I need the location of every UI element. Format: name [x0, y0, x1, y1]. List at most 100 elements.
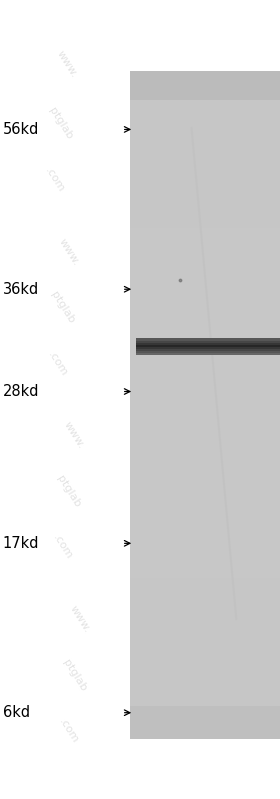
Bar — [130, 71, 280, 78]
Bar — [130, 516, 280, 523]
Bar — [136, 344, 280, 347]
Bar — [130, 655, 280, 662]
Bar — [130, 505, 280, 511]
Bar — [130, 93, 280, 100]
Bar — [130, 149, 280, 155]
Text: ptglab: ptglab — [46, 106, 74, 141]
Bar — [130, 227, 280, 233]
Bar — [130, 327, 280, 333]
Bar — [130, 216, 280, 222]
Text: .com: .com — [57, 717, 80, 745]
Bar — [130, 332, 280, 339]
Bar — [130, 272, 280, 277]
Bar — [130, 661, 280, 667]
Bar — [130, 193, 280, 200]
Bar — [130, 616, 280, 622]
Bar — [130, 415, 280, 422]
Bar — [130, 410, 280, 416]
Bar — [130, 394, 280, 400]
Bar — [130, 644, 280, 650]
Bar — [130, 666, 280, 673]
Bar — [130, 549, 280, 555]
Bar — [130, 88, 280, 94]
Bar — [130, 143, 280, 149]
Bar — [130, 171, 280, 177]
Bar — [130, 388, 280, 395]
Bar — [130, 154, 280, 161]
Bar — [130, 599, 280, 606]
Bar — [130, 677, 280, 683]
Bar — [130, 449, 280, 455]
Bar — [130, 533, 280, 539]
Bar — [130, 199, 280, 205]
Bar — [130, 316, 280, 322]
Bar — [136, 346, 280, 349]
Text: ptglab: ptglab — [55, 474, 82, 509]
Bar — [130, 404, 280, 411]
Bar — [130, 571, 280, 578]
Bar — [130, 244, 280, 250]
Bar — [130, 255, 280, 261]
Bar — [130, 182, 280, 189]
Bar — [130, 427, 280, 433]
Bar — [130, 588, 280, 594]
Bar — [130, 721, 280, 728]
Bar — [130, 438, 280, 444]
Bar — [130, 321, 280, 328]
Bar — [130, 443, 280, 450]
Text: 36kd: 36kd — [3, 282, 39, 296]
Text: 28kd: 28kd — [3, 384, 39, 399]
Text: 17kd: 17kd — [3, 536, 39, 551]
Text: www.: www. — [55, 49, 80, 79]
Text: www.: www. — [56, 237, 81, 267]
Bar — [130, 205, 280, 211]
Bar — [130, 671, 280, 678]
Bar — [130, 710, 280, 717]
Bar — [130, 460, 280, 467]
Bar — [130, 366, 280, 372]
Bar — [130, 210, 280, 217]
Text: www.: www. — [62, 420, 87, 451]
Bar — [130, 160, 280, 166]
Bar — [130, 650, 280, 656]
Bar — [130, 372, 280, 378]
Bar — [136, 350, 280, 353]
Bar — [136, 340, 280, 343]
Bar — [130, 338, 280, 344]
Bar — [130, 466, 280, 472]
Bar — [130, 605, 280, 611]
Bar — [130, 627, 280, 634]
Bar — [130, 249, 280, 256]
Bar — [130, 610, 280, 617]
Text: .com: .com — [43, 165, 66, 194]
Text: ptglab: ptglab — [60, 658, 88, 693]
Bar — [130, 349, 280, 356]
Bar — [130, 594, 280, 600]
Bar — [130, 483, 280, 489]
Bar — [130, 527, 280, 534]
Bar — [130, 543, 280, 550]
Bar — [130, 560, 280, 566]
Bar — [130, 221, 280, 228]
Bar — [130, 133, 280, 139]
Bar — [130, 266, 280, 272]
Bar — [130, 555, 280, 561]
Bar — [130, 699, 280, 706]
Bar — [130, 488, 280, 495]
Bar — [130, 716, 280, 722]
Bar — [130, 127, 280, 133]
Bar — [130, 582, 280, 589]
Text: ptglab: ptglab — [49, 290, 77, 325]
Bar — [130, 705, 280, 711]
Text: 56kd: 56kd — [3, 122, 39, 137]
Bar — [130, 455, 280, 461]
Bar — [130, 116, 280, 122]
Bar — [130, 566, 280, 572]
Bar — [130, 99, 280, 105]
Bar — [130, 299, 280, 305]
Bar — [130, 539, 280, 544]
Bar — [130, 288, 280, 294]
Bar — [130, 383, 280, 389]
Bar — [130, 310, 280, 316]
Bar — [130, 138, 280, 144]
